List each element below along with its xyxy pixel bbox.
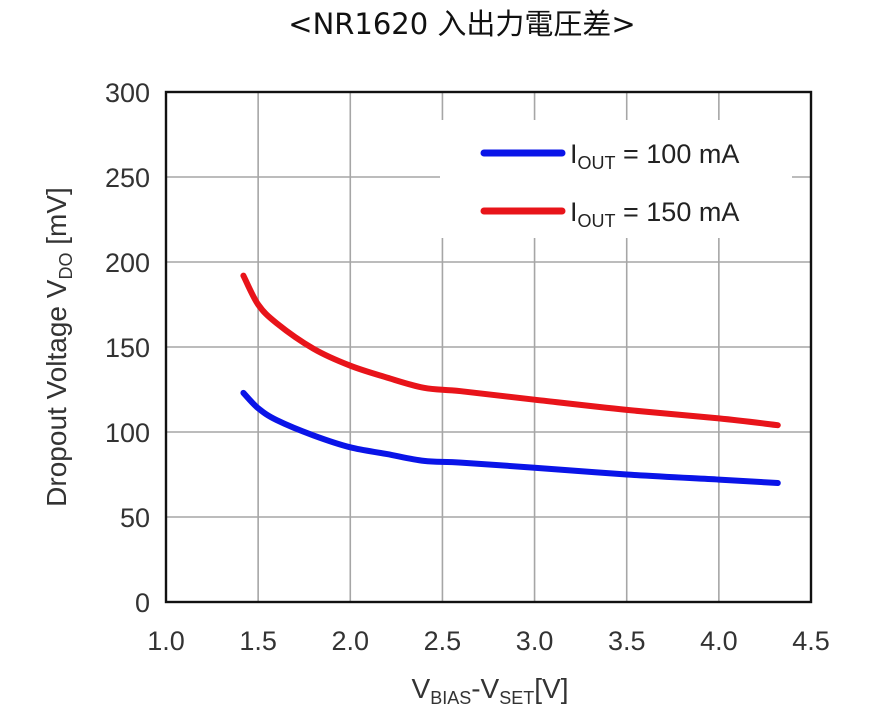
x-axis-label-mid: -V: [471, 673, 499, 704]
x-axis-label: VBIAS-VSET[V]: [412, 673, 569, 708]
y-tick-label: 200: [105, 248, 150, 278]
y-axis-label-main: Dropout Voltage V: [41, 279, 72, 507]
y-tick-label: 150: [105, 333, 150, 363]
legend: IOUT = 100 mA IOUT = 150 mA: [440, 120, 792, 238]
x-tick-label: 4.5: [792, 626, 830, 656]
y-axis-label-unit: [mV]: [41, 187, 72, 252]
y-axis-label: Dropout Voltage VDO [mV]: [41, 187, 76, 507]
plot-frame: [164, 90, 813, 604]
x-tick-label: 1.0: [147, 626, 185, 656]
x-tick-label: 3.5: [608, 626, 646, 656]
x-tick-labels: 1.0 1.5 2.0 2.5 3.0 3.5 4.0 4.5: [147, 626, 830, 656]
series-line-1: [240, 389, 781, 486]
series-line-2: [240, 272, 781, 429]
x-axis-label-main: V: [412, 673, 431, 704]
chart-title: <NR1620 入出力電圧差>: [288, 7, 635, 41]
y-tick-labels: 0 50 100 150 200 250 300: [105, 78, 150, 618]
x-axis-label-sub1: BIAS: [430, 688, 471, 708]
y-tick-label: 50: [120, 503, 150, 533]
legend-label-1: IOUT = 100 mA: [570, 139, 739, 173]
y-tick-label: 100: [105, 418, 150, 448]
x-tick-label: 2.0: [332, 626, 370, 656]
x-axis-label-unit: [V]: [534, 673, 568, 704]
x-tick-label: 2.5: [424, 626, 462, 656]
legend-label-2: IOUT = 150 mA: [570, 197, 739, 231]
x-tick-label: 3.0: [516, 626, 554, 656]
y-tick-label: 250: [105, 163, 150, 193]
y-tick-label: 0: [135, 588, 150, 618]
x-axis-label-sub2: SET: [499, 688, 534, 708]
x-tick-label: 1.5: [239, 626, 277, 656]
y-axis-label-sub: DO: [56, 253, 76, 280]
series-lines: [240, 272, 781, 486]
x-tick-label: 4.0: [700, 626, 738, 656]
y-tick-label: 300: [105, 78, 150, 108]
legend-background: [440, 120, 792, 238]
